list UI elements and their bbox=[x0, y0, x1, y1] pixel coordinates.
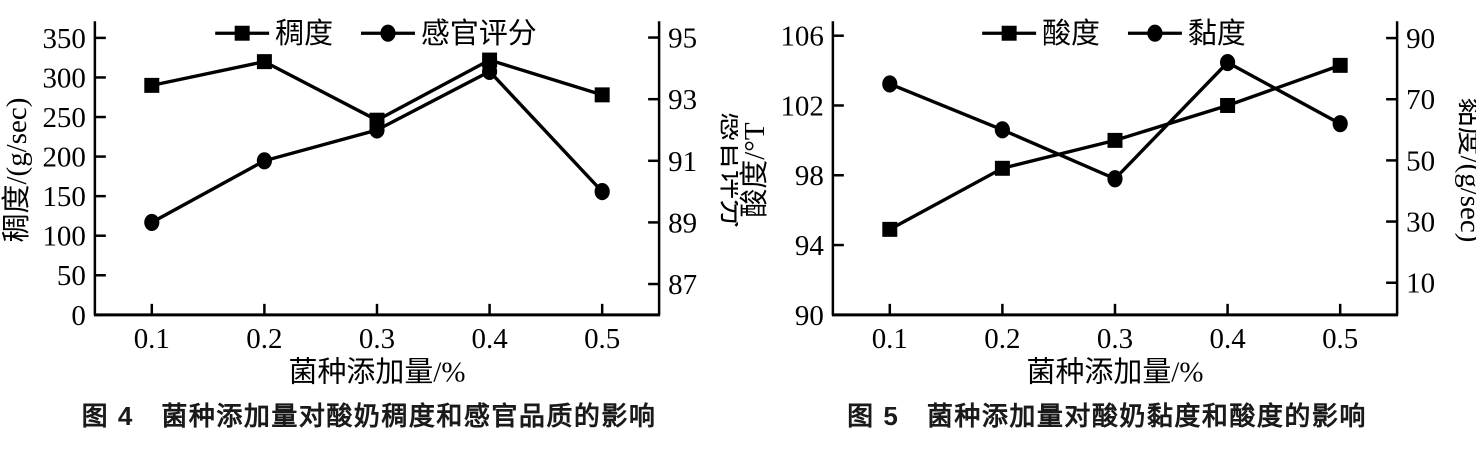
square-marker bbox=[234, 25, 250, 41]
y-right-axis-title: 感官评分 bbox=[716, 112, 738, 228]
circle-marker bbox=[1107, 170, 1123, 188]
y-left-tick-label: 90 bbox=[795, 300, 824, 332]
y-left-tick-label: 200 bbox=[42, 142, 85, 174]
y-left-tick-label: 150 bbox=[42, 181, 85, 213]
square-marker bbox=[994, 160, 1010, 176]
legend-label: 感官评分 bbox=[421, 18, 537, 50]
y-right-tick-label: 50 bbox=[1406, 145, 1435, 177]
y-left-tick-label: 50 bbox=[57, 260, 86, 292]
square-marker bbox=[1332, 57, 1348, 73]
plot-area: 0 50 100 150 200 250 300 350 87 89 91 93 95 0.1 0.2 0.3… bbox=[1, 18, 738, 389]
y-right-tick-label: 89 bbox=[668, 207, 697, 239]
figure-4-caption: 图 4 菌种添加量对酸奶稠度和感官品质的影响 bbox=[81, 401, 657, 431]
y-left-tick-label: 100 bbox=[42, 221, 85, 253]
legend-label: 酸度 bbox=[1042, 18, 1100, 50]
square-marker bbox=[256, 54, 272, 70]
x-tick-label: 0.3 bbox=[1097, 323, 1133, 355]
square-marker bbox=[144, 77, 160, 93]
y-right-axis-title: 黏度/(g/sec) bbox=[1454, 98, 1476, 243]
figure-5-line-chart: 90 94 98 102 106 10 30 50 70 90 0.1 0.2 0.3 0.4 0.5 酸度/… bbox=[739, 18, 1476, 389]
legend-label: 黏度 bbox=[1188, 18, 1246, 50]
x-tick-label: 0.3 bbox=[359, 323, 395, 355]
y-left-tick-label: 94 bbox=[795, 230, 824, 262]
plot-area: 90 94 98 102 106 10 30 50 70 90 0.1 0.2 0.3 0.4 0.5 酸度/… bbox=[739, 18, 1476, 389]
x-tick-label: 0.1 bbox=[872, 323, 908, 355]
circle-marker bbox=[1332, 115, 1348, 133]
y-right-tick-label: 91 bbox=[668, 146, 697, 178]
y-right-tick-label: 90 bbox=[1406, 23, 1435, 55]
circle-marker bbox=[1147, 24, 1163, 42]
series-line-circle bbox=[150, 69, 604, 224]
axes-spines bbox=[831, 21, 1399, 317]
y-left-tick-label: 250 bbox=[42, 102, 85, 134]
y-right-tick-label: 30 bbox=[1406, 207, 1435, 239]
circle-marker bbox=[380, 24, 396, 42]
x-tick-label: 0.1 bbox=[134, 323, 170, 355]
x-tick-label: 0.2 bbox=[984, 323, 1020, 355]
square-marker bbox=[482, 52, 498, 68]
square-marker bbox=[1001, 25, 1017, 41]
circle-marker bbox=[256, 152, 272, 170]
circle-marker bbox=[594, 183, 610, 201]
circle-marker bbox=[481, 62, 498, 81]
figure-5-caption: 图 5 菌种添加量对酸奶黏度和酸度的影响 bbox=[847, 401, 1367, 431]
x-tick-label: 0.4 bbox=[471, 323, 508, 355]
y-right-tick-label: 70 bbox=[1406, 84, 1435, 116]
circle-marker bbox=[1219, 53, 1236, 72]
y-right-tick-label: 87 bbox=[668, 269, 697, 301]
y-left-tick-label: 300 bbox=[42, 62, 85, 94]
y-left-tick-label: 350 bbox=[42, 23, 85, 55]
x-tick-label: 0.5 bbox=[584, 323, 620, 355]
figure-5: 90 94 98 102 106 10 30 50 70 90 0.1 0.2 0.3 0.4 0.5 酸度/… bbox=[738, 0, 1476, 450]
series-line-circle bbox=[889, 60, 1341, 181]
axes-spines bbox=[93, 21, 661, 317]
y-left-axis-title: 酸度/°T bbox=[739, 122, 771, 218]
circle-marker bbox=[369, 121, 385, 139]
x-tick-label: 0.5 bbox=[1322, 323, 1358, 355]
y-right-tick-label: 95 bbox=[668, 23, 697, 55]
circle-marker bbox=[994, 121, 1010, 139]
figure-4-line-chart: 0 50 100 150 200 250 300 350 87 89 91 93 95 0.1 0.2 0.3… bbox=[1, 18, 738, 389]
legend: 稠度 感官评分 bbox=[215, 18, 537, 50]
circle-marker bbox=[144, 213, 160, 231]
series-line-square bbox=[151, 58, 603, 123]
y-left-axis-title: 稠度/(g/sec) bbox=[1, 98, 33, 243]
y-left-tick-label: 98 bbox=[795, 160, 824, 192]
legend-label: 稠度 bbox=[275, 18, 333, 50]
square-marker bbox=[1220, 97, 1236, 113]
square-marker bbox=[882, 221, 898, 237]
figure-4: 0 50 100 150 200 250 300 350 87 89 91 93 95 0.1 0.2 0.3… bbox=[0, 0, 738, 450]
y-right-tick-label: 10 bbox=[1406, 268, 1435, 300]
y-left-tick-label: 0 bbox=[71, 300, 85, 332]
y-right-tick-label: 93 bbox=[668, 84, 697, 116]
circle-marker bbox=[882, 75, 898, 93]
square-marker bbox=[594, 87, 610, 103]
x-axis-title: 菌种添加量/% bbox=[289, 357, 466, 389]
legend: 酸度 黏度 bbox=[982, 18, 1246, 50]
x-tick-label: 0.2 bbox=[246, 323, 282, 355]
y-left-tick-label: 102 bbox=[780, 90, 823, 122]
x-axis-title: 菌种添加量/% bbox=[1027, 357, 1204, 389]
y-left-tick-label: 106 bbox=[780, 21, 823, 53]
x-tick-label: 0.4 bbox=[1209, 323, 1246, 355]
square-marker bbox=[1107, 132, 1123, 148]
